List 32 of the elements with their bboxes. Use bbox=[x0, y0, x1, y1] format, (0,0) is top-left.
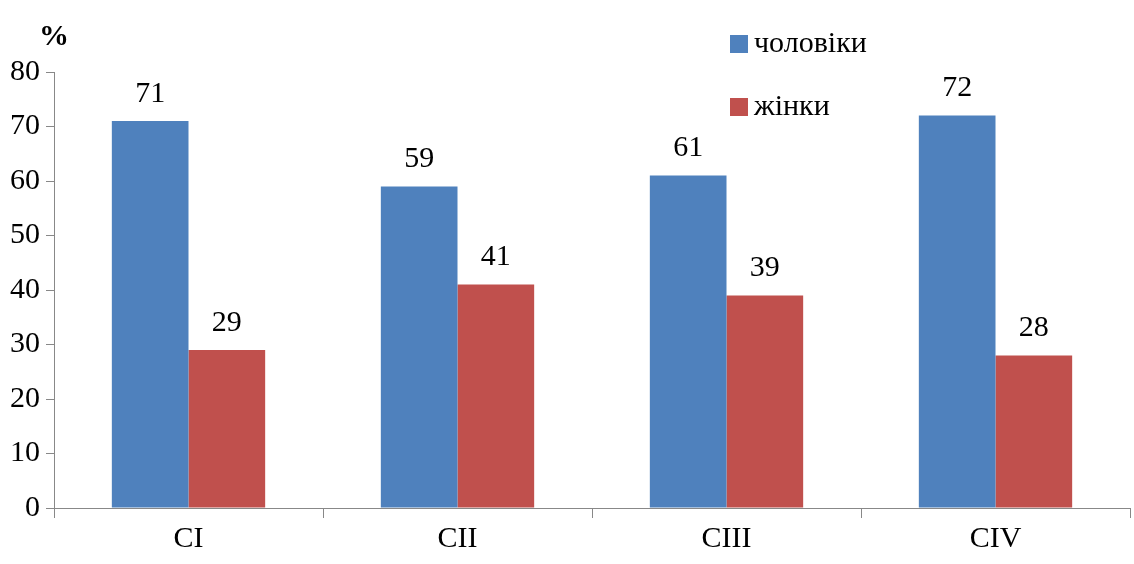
data-label: 29 bbox=[211, 303, 242, 337]
data-label: 28 bbox=[1018, 309, 1049, 343]
bar bbox=[380, 186, 458, 508]
y-tick-label: 30 bbox=[10, 325, 40, 359]
y-tick-label: 20 bbox=[10, 379, 40, 413]
x-tick-label: CIV bbox=[969, 519, 1022, 553]
bar bbox=[188, 349, 266, 508]
legend-label: жінки bbox=[753, 87, 830, 121]
data-label: 72 bbox=[942, 69, 973, 103]
y-tick-label: 10 bbox=[10, 434, 40, 468]
bar bbox=[726, 295, 804, 508]
y-tick-label: 40 bbox=[10, 270, 40, 304]
bar bbox=[995, 355, 1073, 508]
data-label: 41 bbox=[480, 238, 511, 272]
bar bbox=[649, 175, 727, 508]
legend-label: чоловіки bbox=[754, 24, 867, 58]
y-tick-label: 0 bbox=[25, 488, 40, 522]
x-tick-label: CI bbox=[173, 519, 204, 553]
y-axis-title: % bbox=[39, 17, 69, 51]
bar bbox=[457, 284, 535, 508]
bar bbox=[918, 115, 996, 508]
bar bbox=[111, 121, 189, 508]
x-tick-label: CII bbox=[437, 519, 478, 553]
data-label: 71 bbox=[135, 74, 166, 108]
data-label: 39 bbox=[749, 249, 780, 283]
y-tick-label: 70 bbox=[10, 107, 40, 141]
data-label: 59 bbox=[404, 140, 435, 174]
x-tick-label: CIII bbox=[701, 519, 752, 553]
y-tick-label: 60 bbox=[10, 161, 40, 195]
y-tick-label: 50 bbox=[10, 216, 40, 250]
y-tick-label: 80 bbox=[10, 52, 40, 86]
data-label: 61 bbox=[673, 129, 704, 163]
